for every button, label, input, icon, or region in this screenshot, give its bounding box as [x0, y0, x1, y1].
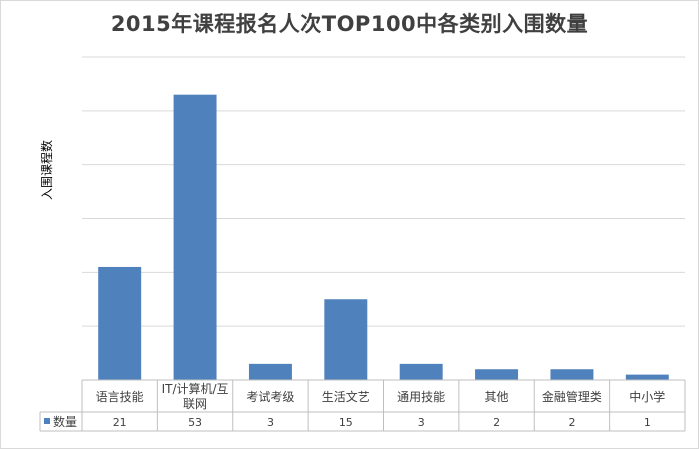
category-label: 金融管理类 [542, 389, 602, 404]
bar [550, 369, 594, 380]
category-label: 中小学 [629, 389, 665, 404]
bar [248, 363, 292, 380]
bar [173, 94, 217, 380]
category-label: 考试考级 [246, 389, 294, 404]
category-label: 通用技能 [397, 390, 445, 404]
category-label: 生活文艺 [322, 389, 370, 404]
category-label-line: 联网 [183, 397, 207, 411]
bar [399, 363, 443, 380]
data-table-value: 1 [644, 416, 651, 429]
data-table-value: 15 [339, 416, 353, 429]
bar [98, 266, 142, 380]
category-label: 语言技能 [96, 390, 144, 404]
bar [625, 374, 669, 380]
data-table-value: 2 [493, 416, 500, 429]
bar [475, 369, 519, 380]
data-table-value: 53 [188, 416, 202, 429]
legend-key [44, 418, 50, 424]
category-label-line: IT/计算机/互 [162, 381, 229, 396]
data-table-value: 3 [267, 416, 274, 429]
category-label: 其他 [485, 390, 509, 404]
gridlines [82, 56, 685, 327]
data-table-value: 2 [568, 416, 575, 429]
chart-title: 2015年课程报名人次TOP100中各类别入围数量 [110, 12, 589, 36]
legend-label: 数量 [53, 414, 77, 429]
category-label: IT/计算机/互联网 [162, 381, 229, 411]
bars [98, 94, 669, 380]
bar [324, 299, 368, 380]
data-table-value: 21 [113, 416, 127, 429]
data-table-value: 3 [418, 416, 425, 429]
